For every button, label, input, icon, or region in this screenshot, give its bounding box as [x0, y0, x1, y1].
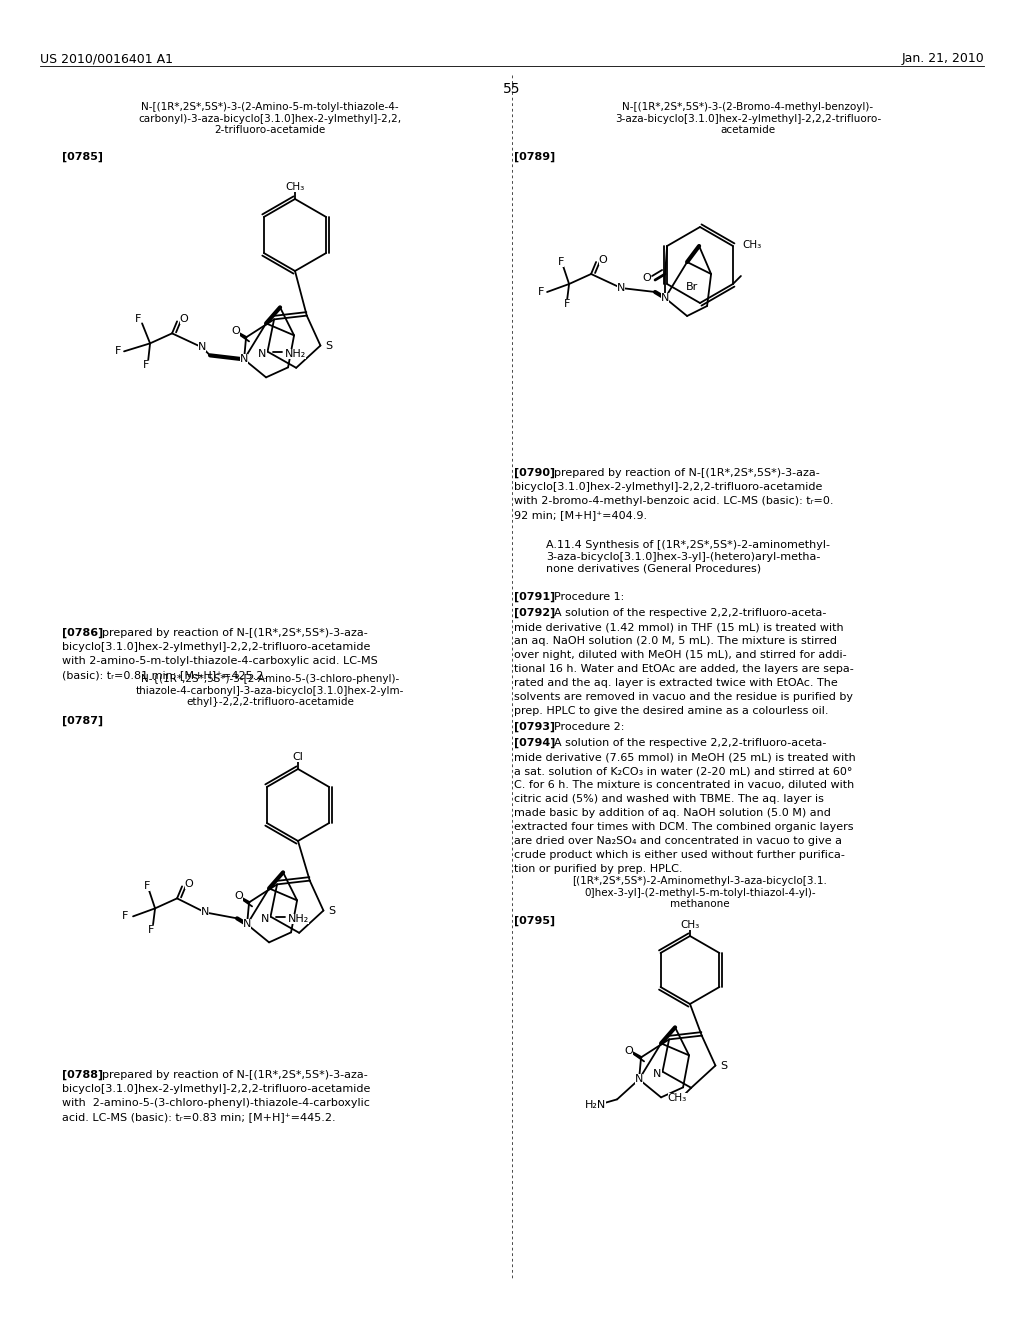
Text: CH₃: CH₃ [742, 240, 762, 249]
Text: F: F [558, 257, 564, 267]
Text: over night, diluted with MeOH (15 mL), and stirred for addi-: over night, diluted with MeOH (15 mL), a… [514, 649, 847, 660]
Text: bicyclo[3.1.0]hex-2-ylmethyl]-2,2,2-trifluoro-acetamide: bicyclo[3.1.0]hex-2-ylmethyl]-2,2,2-trif… [514, 482, 822, 492]
Text: S: S [328, 906, 335, 916]
Text: F: F [122, 911, 128, 921]
Text: F: F [538, 286, 545, 297]
Text: O: O [231, 326, 241, 337]
Text: S: S [720, 1060, 727, 1071]
Text: [0791]: [0791] [514, 591, 555, 602]
Text: S: S [325, 341, 332, 351]
Text: N: N [258, 348, 266, 359]
Text: tion or purified by prep. HPLC.: tion or purified by prep. HPLC. [514, 865, 683, 874]
Text: 55: 55 [503, 82, 521, 96]
Text: N-[(1R*,2S*,5S*)-3-(2-Bromo-4-methyl-benzoyl)-
3-aza-bicyclo[3.1.0]hex-2-ylmethy: N-[(1R*,2S*,5S*)-3-(2-Bromo-4-methyl-ben… [614, 102, 881, 135]
Text: [0792]: [0792] [514, 609, 555, 618]
Text: prepared by reaction of N-[(1R*,2S*,5S*)-3-aza-: prepared by reaction of N-[(1R*,2S*,5S*)… [95, 1071, 368, 1080]
Text: made basic by addition of aq. NaOH solution (5.0 M) and: made basic by addition of aq. NaOH solut… [514, 808, 830, 818]
Text: bicyclo[3.1.0]hex-2-ylmethyl]-2,2,2-trifluoro-acetamide: bicyclo[3.1.0]hex-2-ylmethyl]-2,2,2-trif… [62, 642, 371, 652]
Text: prepared by reaction of N-[(1R*,2S*,5S*)-3-aza-: prepared by reaction of N-[(1R*,2S*,5S*)… [95, 628, 368, 638]
Text: C. for 6 h. The mixture is concentrated in vacuo, diluted with: C. for 6 h. The mixture is concentrated … [514, 780, 854, 789]
Text: [0793]: [0793] [514, 722, 555, 733]
Text: N: N [243, 919, 251, 929]
Text: Cl: Cl [293, 752, 303, 762]
Text: CH₃: CH₃ [680, 920, 699, 931]
Text: N: N [635, 1074, 643, 1084]
Text: [(1R*,2S*,5S*)-2-Aminomethyl-3-aza-bicyclo[3.1.
0]hex-3-yl]-(2-methyl-5-m-tolyl-: [(1R*,2S*,5S*)-2-Aminomethyl-3-aza-bicyc… [572, 876, 827, 909]
Text: F: F [115, 346, 121, 356]
Text: [0789]: [0789] [514, 152, 555, 162]
Text: A solution of the respective 2,2,2-trifluoro-aceta-: A solution of the respective 2,2,2-trifl… [547, 738, 826, 748]
Text: N: N [198, 342, 206, 352]
Text: tional 16 h. Water and EtOAc are added, the layers are sepa-: tional 16 h. Water and EtOAc are added, … [514, 664, 854, 675]
Text: F: F [564, 300, 570, 309]
Text: O: O [599, 255, 607, 265]
Text: mide derivative (1.42 mmol) in THF (15 mL) is treated with: mide derivative (1.42 mmol) in THF (15 m… [514, 622, 844, 632]
Text: N: N [261, 913, 269, 924]
Text: rated and the aq. layer is extracted twice with EtOAc. The: rated and the aq. layer is extracted twi… [514, 678, 838, 688]
Text: US 2010/0016401 A1: US 2010/0016401 A1 [40, 51, 173, 65]
Text: N-[(1R*,2S*,5S*)-3-(2-Amino-5-m-tolyl-thiazole-4-
carbonyl)-3-aza-bicyclo[3.1.0]: N-[(1R*,2S*,5S*)-3-(2-Amino-5-m-tolyl-th… [138, 102, 401, 135]
Text: N: N [616, 282, 626, 293]
Text: a sat. solution of K₂CO₃ in water (2-20 mL) and stirred at 60°: a sat. solution of K₂CO₃ in water (2-20 … [514, 766, 852, 776]
Text: CH₃: CH₃ [286, 182, 304, 191]
Text: with 2-amino-5-m-tolyl-thiazole-4-carboxylic acid. LC-MS: with 2-amino-5-m-tolyl-thiazole-4-carbox… [62, 656, 378, 667]
Text: O: O [179, 314, 188, 325]
Text: Jan. 21, 2010: Jan. 21, 2010 [901, 51, 984, 65]
Text: [0790]: [0790] [514, 469, 555, 478]
Text: NH₂: NH₂ [285, 348, 306, 359]
Text: NH₂: NH₂ [288, 913, 309, 924]
Text: N-{(1R*,2S*,5S*)-3-[2-Amino-5-(3-chloro-phenyl)-
thiazole-4-carbonyl]-3-aza-bicy: N-{(1R*,2S*,5S*)-3-[2-Amino-5-(3-chloro-… [136, 675, 404, 708]
Text: [0787]: [0787] [62, 715, 103, 726]
Text: H₂N: H₂N [585, 1101, 605, 1110]
Text: 92 min; [M+H]⁺=404.9.: 92 min; [M+H]⁺=404.9. [514, 510, 647, 520]
Text: (basic): tᵣ=0.81 min; [M+H]⁺=425.2.: (basic): tᵣ=0.81 min; [M+H]⁺=425.2. [62, 671, 267, 680]
Text: [0785]: [0785] [62, 152, 103, 162]
Text: F: F [135, 314, 141, 325]
Text: N: N [240, 354, 248, 364]
Text: O: O [625, 1047, 634, 1056]
Text: prepared by reaction of N-[(1R*,2S*,5S*)-3-aza-: prepared by reaction of N-[(1R*,2S*,5S*)… [547, 469, 820, 478]
Text: [0788]: [0788] [62, 1071, 103, 1080]
Text: N: N [660, 293, 670, 304]
Text: A.11.4 Synthesis of [(1R*,2S*,5S*)-2-aminomethyl-
3-aza-bicyclo[3.1.0]hex-3-yl]-: A.11.4 Synthesis of [(1R*,2S*,5S*)-2-ami… [546, 540, 830, 573]
Text: are dried over Na₂SO₄ and concentrated in vacuo to give a: are dried over Na₂SO₄ and concentrated i… [514, 836, 842, 846]
Text: [0794]: [0794] [514, 738, 555, 748]
Text: Br: Br [686, 282, 698, 292]
Text: F: F [147, 925, 155, 936]
Text: A solution of the respective 2,2,2-trifluoro-aceta-: A solution of the respective 2,2,2-trifl… [547, 609, 826, 618]
Text: bicyclo[3.1.0]hex-2-ylmethyl]-2,2,2-trifluoro-acetamide: bicyclo[3.1.0]hex-2-ylmethyl]-2,2,2-trif… [62, 1084, 371, 1094]
Text: with 2-bromo-4-methyl-benzoic acid. LC-MS (basic): tᵣ=0.: with 2-bromo-4-methyl-benzoic acid. LC-M… [514, 496, 834, 506]
Text: acid. LC-MS (basic): tᵣ=0.83 min; [M+H]⁺=445.2.: acid. LC-MS (basic): tᵣ=0.83 min; [M+H]⁺… [62, 1111, 336, 1122]
Text: F: F [143, 360, 150, 371]
Text: Procedure 1:: Procedure 1: [547, 591, 625, 602]
Text: solvents are removed in vacuo and the residue is purified by: solvents are removed in vacuo and the re… [514, 692, 853, 702]
Text: an aq. NaOH solution (2.0 M, 5 mL). The mixture is stirred: an aq. NaOH solution (2.0 M, 5 mL). The … [514, 636, 837, 645]
Text: mide derivative (7.65 mmol) in MeOH (25 mL) is treated with: mide derivative (7.65 mmol) in MeOH (25 … [514, 752, 856, 762]
Text: CH₃: CH₃ [668, 1093, 687, 1102]
Text: F: F [144, 882, 151, 891]
Text: O: O [643, 273, 651, 282]
Text: O: O [184, 879, 194, 890]
Text: citric acid (5%) and washed with TBME. The aq. layer is: citric acid (5%) and washed with TBME. T… [514, 795, 824, 804]
Text: O: O [234, 891, 244, 902]
Text: N: N [201, 907, 209, 917]
Text: [0795]: [0795] [514, 916, 555, 927]
Text: with  2-amino-5-(3-chloro-phenyl)-thiazole-4-carboxylic: with 2-amino-5-(3-chloro-phenyl)-thiazol… [62, 1098, 370, 1107]
Text: N: N [653, 1069, 662, 1078]
Text: prep. HPLC to give the desired amine as a colourless oil.: prep. HPLC to give the desired amine as … [514, 706, 828, 715]
Text: extracted four times with DCM. The combined organic layers: extracted four times with DCM. The combi… [514, 822, 853, 832]
Text: [0786]: [0786] [62, 628, 103, 639]
Text: crude product which is either used without further purifica-: crude product which is either used witho… [514, 850, 845, 861]
Text: Procedure 2:: Procedure 2: [547, 722, 625, 733]
